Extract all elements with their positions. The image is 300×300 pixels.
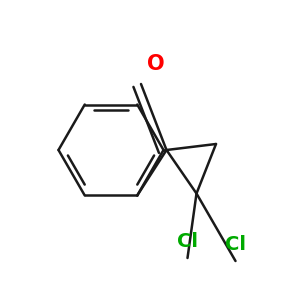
Text: O: O — [147, 55, 165, 74]
Text: Cl: Cl — [225, 235, 246, 254]
Text: Cl: Cl — [177, 232, 198, 251]
